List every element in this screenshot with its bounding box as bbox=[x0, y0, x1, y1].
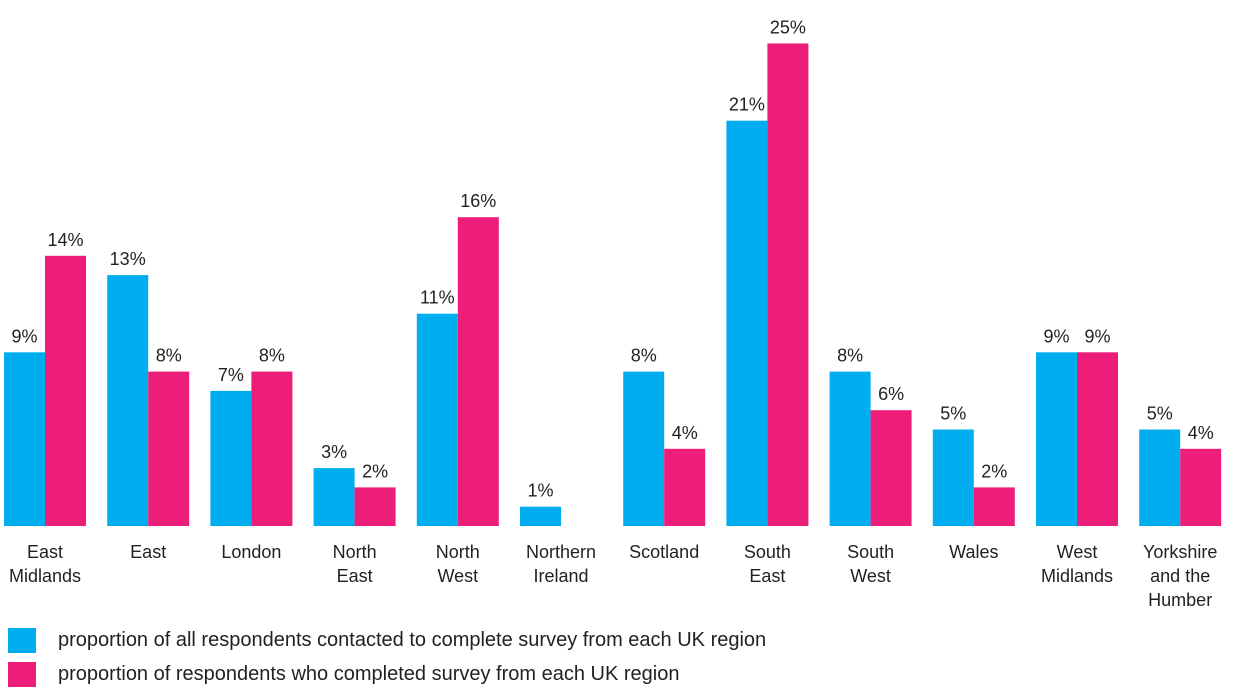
bar-value-label-completed-6: 4% bbox=[672, 423, 698, 443]
bars-layer bbox=[4, 43, 1222, 527]
bar-value-label-completed-1: 8% bbox=[156, 346, 182, 366]
category-label-line: Humber bbox=[1148, 590, 1212, 610]
category-label-line: West bbox=[1057, 542, 1098, 562]
bar-value-label-completed-10: 9% bbox=[1084, 326, 1110, 346]
category-label-line: North bbox=[436, 542, 480, 562]
bar-labels-layer: 9% 14% 13% 8% 7% 8% 3% 2% 11% 16% 1% 8% 4% 21% 25% 8% 6%… bbox=[11, 18, 1213, 501]
bar-value-label-contacted-11: 5% bbox=[1147, 404, 1173, 424]
category-label-line: North bbox=[333, 542, 377, 562]
bar-value-label-completed-9: 2% bbox=[981, 461, 1007, 481]
bar-value-label-contacted-3: 3% bbox=[321, 442, 347, 462]
bar-completed-0 bbox=[45, 255, 86, 527]
category-label-4: North West bbox=[436, 542, 480, 586]
legend: proportion of all respondents contacted … bbox=[8, 623, 1208, 691]
bar-value-label-completed-2: 8% bbox=[259, 346, 285, 366]
bar-completed-2 bbox=[251, 371, 293, 526]
category-label-line: South bbox=[744, 542, 791, 562]
category-label-line: London bbox=[221, 542, 281, 562]
category-label-9: Wales bbox=[949, 542, 998, 562]
bar-value-label-contacted-4: 11% bbox=[420, 288, 455, 308]
category-label-5: Northern Ireland bbox=[526, 542, 596, 586]
legend-label-completed: proportion of respondents who completed … bbox=[58, 662, 680, 685]
bar-value-label-completed-0: 14% bbox=[47, 230, 83, 250]
legend-swatch-contacted bbox=[8, 627, 36, 653]
bar-value-label-completed-8: 6% bbox=[878, 384, 904, 404]
legend-label-contacted: proportion of all respondents contacted … bbox=[58, 628, 767, 651]
category-label-line: Yorkshire bbox=[1143, 542, 1217, 562]
bar-contacted-2 bbox=[210, 390, 252, 526]
bar-contacted-4 bbox=[416, 313, 458, 526]
category-label-line: East bbox=[749, 566, 785, 586]
bar-contacted-5 bbox=[520, 506, 561, 526]
legend-swatch-completed bbox=[8, 661, 36, 687]
bar-contacted-3 bbox=[313, 468, 355, 526]
bar-completed-7 bbox=[767, 43, 809, 526]
category-labels-layer: East Midlands East London North East North West… bbox=[9, 542, 1217, 610]
bar-contacted-9 bbox=[932, 429, 974, 526]
bar-completed-8 bbox=[870, 410, 912, 526]
category-label-line: South bbox=[847, 542, 894, 562]
category-label-8: South West bbox=[847, 542, 894, 586]
category-label-line: and the bbox=[1150, 566, 1210, 586]
category-label-0: East Midlands bbox=[9, 542, 81, 586]
bar-value-label-completed-3: 2% bbox=[362, 461, 388, 481]
bar-value-label-contacted-10: 9% bbox=[1043, 326, 1069, 346]
bar-completed-1 bbox=[148, 371, 190, 526]
category-label-3: North East bbox=[333, 542, 377, 586]
bar-chart: 9% 14% 13% 8% 7% 8% 3% 2% 11% 16% 1% 8% 4% 21% 25% 8% 6%… bbox=[4, 18, 1222, 610]
category-label-1: East bbox=[130, 542, 166, 562]
bar-value-label-completed-4: 16% bbox=[460, 191, 496, 211]
bar-contacted-7 bbox=[726, 120, 768, 526]
category-label-10: West Midlands bbox=[1041, 542, 1113, 586]
bar-contacted-8 bbox=[829, 371, 871, 526]
bar-completed-3 bbox=[354, 487, 396, 526]
bar-value-label-contacted-5: 1% bbox=[527, 481, 553, 501]
bar-completed-6 bbox=[664, 448, 706, 526]
category-label-line: East bbox=[27, 542, 63, 562]
legend-item-completed: proportion of respondents who completed … bbox=[8, 657, 1208, 691]
category-label-line: Midlands bbox=[1041, 566, 1113, 586]
bar-value-label-contacted-0: 9% bbox=[11, 326, 37, 346]
category-label-line: East bbox=[130, 542, 166, 562]
bar-value-label-contacted-1: 13% bbox=[110, 249, 146, 269]
category-label-6: Scotland bbox=[629, 542, 699, 562]
category-label-line: Midlands bbox=[9, 566, 81, 586]
bar-value-label-completed-7: 25% bbox=[770, 18, 806, 38]
bar-value-label-contacted-8: 8% bbox=[837, 346, 863, 366]
bar-contacted-10 bbox=[1036, 352, 1077, 526]
bar-contacted-0 bbox=[4, 352, 45, 526]
bar-completed-11 bbox=[1180, 448, 1222, 526]
bar-value-label-contacted-6: 8% bbox=[631, 346, 657, 366]
category-label-2: London bbox=[221, 542, 281, 562]
category-label-line: Wales bbox=[949, 542, 998, 562]
category-label-line: West bbox=[850, 566, 891, 586]
bar-completed-10 bbox=[1077, 352, 1118, 526]
legend-item-contacted: proportion of all respondents contacted … bbox=[8, 623, 1208, 657]
category-label-line: East bbox=[337, 566, 373, 586]
bar-contacted-1 bbox=[107, 275, 149, 526]
category-label-7: South East bbox=[744, 542, 791, 586]
bar-value-label-contacted-2: 7% bbox=[218, 365, 244, 385]
bar-completed-9 bbox=[973, 487, 1015, 526]
bar-value-label-contacted-7: 21% bbox=[729, 95, 765, 115]
category-label-11: Yorkshire and the Humber bbox=[1143, 542, 1217, 610]
bar-completed-4 bbox=[457, 217, 499, 526]
bar-contacted-6 bbox=[623, 371, 665, 526]
category-label-line: Ireland bbox=[533, 566, 588, 586]
bar-contacted-11 bbox=[1139, 429, 1181, 526]
bar-value-label-completed-11: 4% bbox=[1188, 423, 1214, 443]
category-label-line: Northern bbox=[526, 542, 596, 562]
category-label-line: Scotland bbox=[629, 542, 699, 562]
bar-value-label-contacted-9: 5% bbox=[940, 404, 966, 424]
category-label-line: West bbox=[437, 566, 478, 586]
